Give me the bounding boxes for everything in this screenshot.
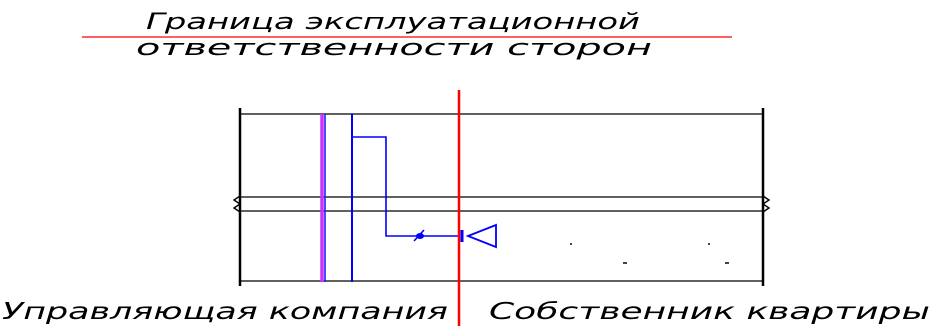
left-break-mark-icon — [232, 195, 242, 213]
scan-dots — [570, 243, 729, 264]
label-apartment-owner: Собственник квартиры — [489, 299, 930, 325]
legend-line-2: ответственности сторон — [136, 36, 652, 61]
tap-triangle-icon — [465, 223, 497, 249]
legend-line-1: Граница эксплуатационной — [146, 10, 640, 35]
legend: Граница эксплуатационной ответственности… — [82, 10, 732, 61]
branch-pipe — [352, 136, 458, 237]
riser-pipes — [320, 114, 353, 282]
right-break-mark-icon — [761, 195, 771, 213]
room-outline — [232, 108, 771, 286]
valve-body-icon — [416, 233, 424, 239]
label-management-company: Управляющая компания — [2, 299, 448, 325]
branch-line — [352, 136, 497, 249]
